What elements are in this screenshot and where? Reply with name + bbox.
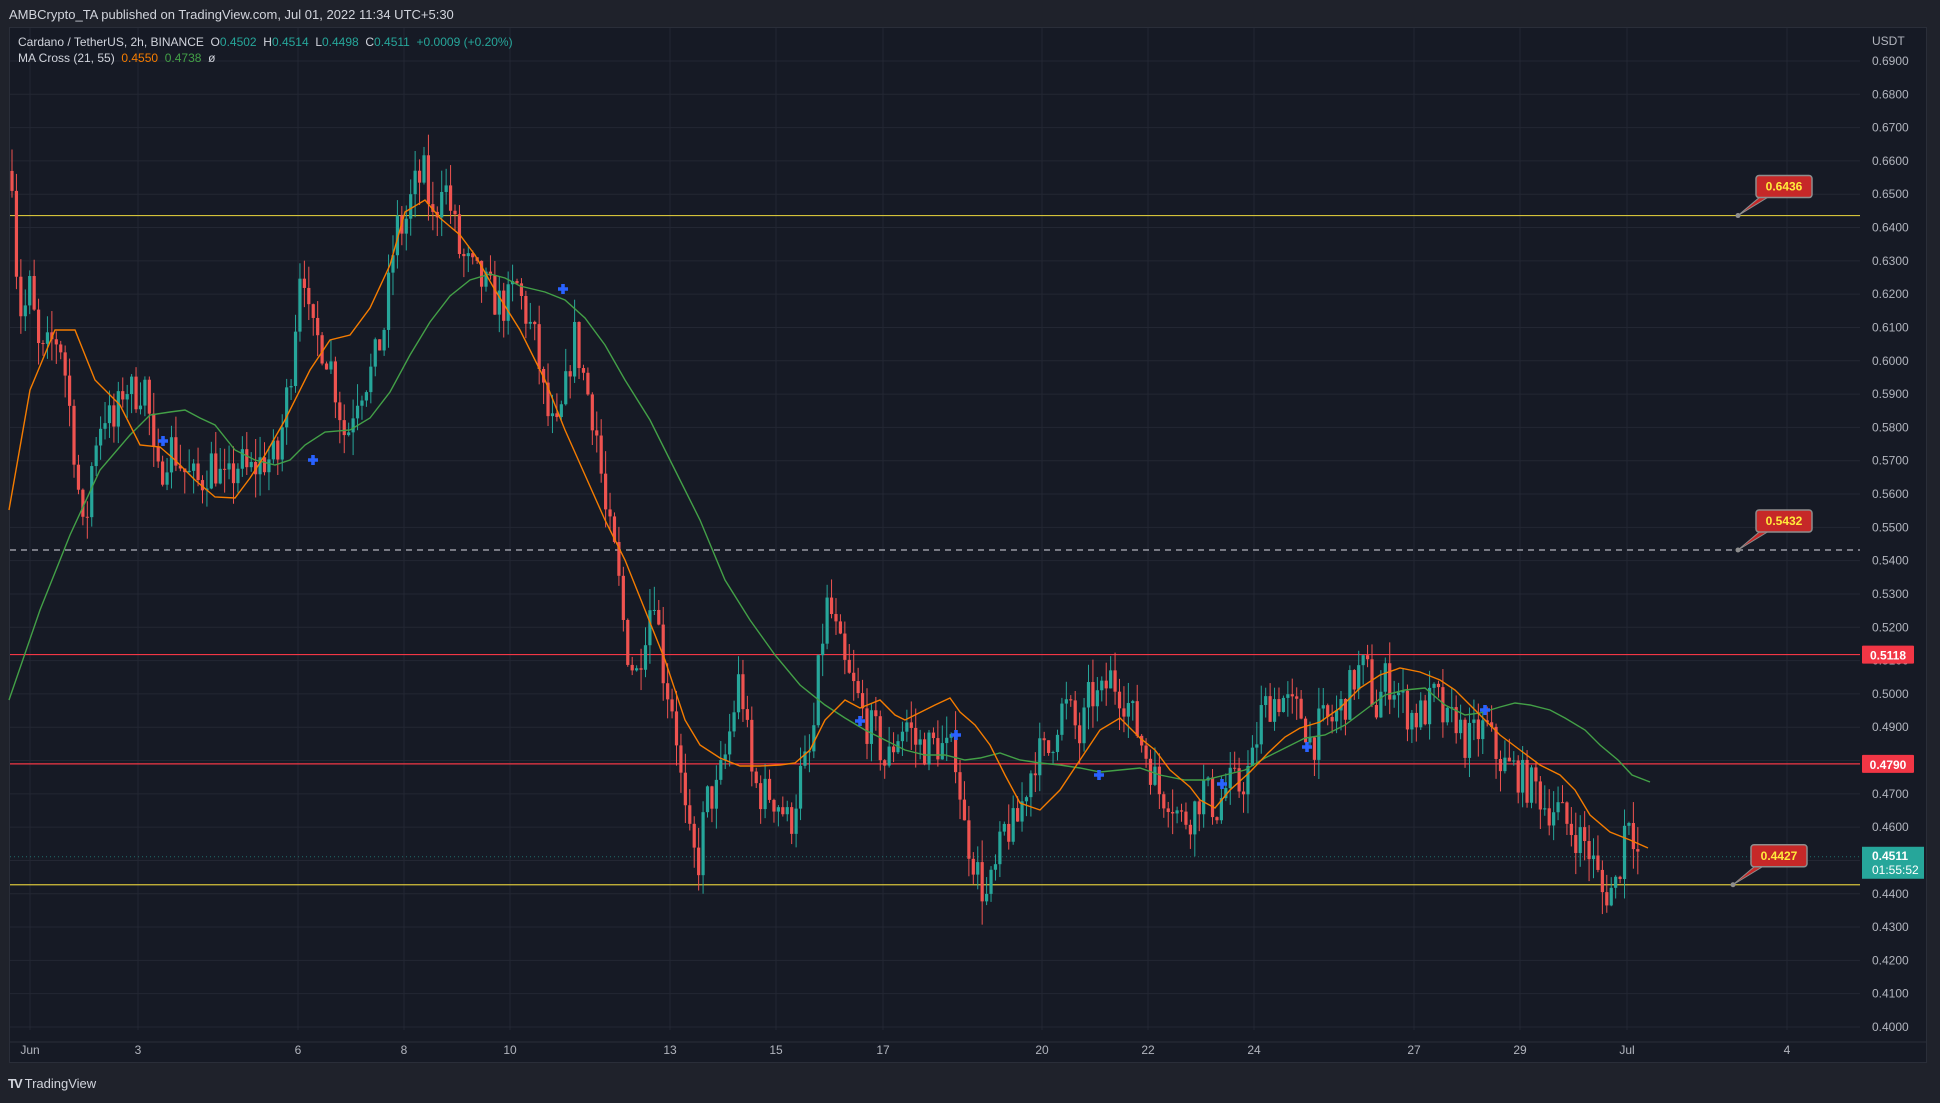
price-tick: 0.4200 <box>1872 953 1909 967</box>
price-tick: 0.5900 <box>1872 387 1909 401</box>
price-tick: 0.4400 <box>1872 887 1909 901</box>
time-tick: 17 <box>876 1043 890 1057</box>
indicator-title: MA Cross (21, 55) <box>18 51 115 65</box>
high-label: H <box>263 35 272 49</box>
symbol-title: Cardano / TetherUS, 2h, BINANCE <box>18 35 204 49</box>
price-tick: 0.4900 <box>1872 720 1909 734</box>
open-value: 0.4502 <box>219 35 257 49</box>
level-tag: 0.5118 <box>1870 649 1906 663</box>
time-tick: Jul <box>1619 1043 1634 1057</box>
candlesticks <box>10 134 1640 925</box>
high-value: 0.4514 <box>271 35 309 49</box>
low-label: L <box>315 35 322 49</box>
close-label: C <box>365 35 375 49</box>
chart-pane[interactable] <box>9 27 1927 1063</box>
cross-icon <box>951 730 961 740</box>
callout-label: 0.6436 <box>1766 180 1803 194</box>
cross-icon <box>158 436 168 447</box>
cross-icon <box>308 455 319 466</box>
price-tick: 0.4300 <box>1872 920 1909 934</box>
symbol-legend-row[interactable]: Cardano / TetherUS, 2h, BINANCE O0.4502 … <box>18 34 513 50</box>
level-tag: 0.4790 <box>1870 758 1907 772</box>
time-tick: 3 <box>135 1043 142 1057</box>
moving-averages <box>8 199 1651 849</box>
time-tick: 13 <box>663 1043 677 1057</box>
time-tick: 8 <box>401 1043 408 1057</box>
cross-icon <box>1480 705 1490 715</box>
price-tick: 0.5400 <box>1872 554 1909 568</box>
price-tick: 0.6100 <box>1872 320 1909 334</box>
time-tick: Jun <box>20 1043 39 1057</box>
price-tick: 0.4700 <box>1872 787 1909 801</box>
callout-label: 0.5432 <box>1766 514 1803 528</box>
ma-fast-value: 0.4550 <box>121 51 159 65</box>
time-tick: 15 <box>769 1043 783 1057</box>
price-tick: 0.6500 <box>1872 187 1909 201</box>
price-tick: 0.5800 <box>1872 420 1909 434</box>
price-tick: 0.4000 <box>1872 1020 1909 1034</box>
low-value: 0.4498 <box>322 35 359 49</box>
callout-label: 0.4427 <box>1761 849 1798 863</box>
open-label: O <box>210 35 220 49</box>
price-tick: 0.6900 <box>1872 54 1909 68</box>
price-tick: 0.5700 <box>1872 454 1909 468</box>
price-tick: 0.6800 <box>1872 87 1909 101</box>
ma-slow-value: 0.4738 <box>164 51 202 65</box>
close-value: 0.4511 <box>374 35 410 49</box>
brand-name: TradingView <box>24 1076 97 1091</box>
cross-icon <box>1217 779 1227 789</box>
price-tick: 0.5200 <box>1872 620 1909 634</box>
top-bar: AMBCrypto_TA published on TradingView.co… <box>0 0 1940 27</box>
ma-cross-value: ø <box>208 51 216 65</box>
time-tick: 10 <box>503 1043 517 1057</box>
price-axis[interactable]: USDT 0.6900 0.6800 0.6700 0.6600 0.6500 0.6400… <box>1860 28 1926 1062</box>
cross-icon <box>1094 770 1104 780</box>
last-price: 0.4511 <box>1872 849 1908 863</box>
price-tick: 0.6300 <box>1872 254 1909 268</box>
price-callouts[interactable]: 0.6436 0.5432 0.4427 <box>1730 174 1813 888</box>
time-tick: 4 <box>1784 1043 1791 1057</box>
price-tick: 0.5600 <box>1872 487 1909 501</box>
price-tick: 0.6000 <box>1872 354 1909 368</box>
cross-icon <box>1302 742 1312 752</box>
chart-legend: Cardano / TetherUS, 2h, BINANCE O0.4502 … <box>18 34 513 66</box>
price-tick: 0.5000 <box>1872 687 1909 701</box>
price-tick: 0.5500 <box>1872 520 1909 534</box>
cross-icon <box>558 284 568 295</box>
time-tick: 29 <box>1513 1043 1527 1057</box>
bar-countdown: 01:55:52 <box>1872 863 1919 877</box>
footer: TV TradingView <box>0 1063 1940 1103</box>
tradingview-logo-icon: TV <box>8 1076 23 1091</box>
time-tick: 22 <box>1141 1043 1155 1057</box>
price-tick: 0.4600 <box>1872 820 1909 834</box>
cross-icon <box>855 716 865 726</box>
price-tick: 0.6400 <box>1872 221 1909 235</box>
time-tick: 6 <box>295 1043 302 1057</box>
price-tick: 0.6600 <box>1872 154 1909 168</box>
grid-lines <box>10 28 1860 1030</box>
price-tick: 0.5300 <box>1872 587 1909 601</box>
publish-info: AMBCrypto_TA published on TradingView.co… <box>9 7 454 22</box>
indicator-legend-row[interactable]: MA Cross (21, 55) 0.4550 0.4738 ø <box>18 50 513 66</box>
change-value: +0.0009 (+0.20%) <box>416 35 513 49</box>
horizontal-levels[interactable] <box>10 214 1860 886</box>
price-tick: 0.4100 <box>1872 987 1909 1001</box>
time-tick: 27 <box>1407 1043 1421 1057</box>
time-tick: 24 <box>1247 1043 1261 1057</box>
tradingview-logo[interactable]: TV TradingView <box>8 1076 96 1091</box>
axis-unit: USDT <box>1872 34 1905 48</box>
time-axis[interactable]: Jun 3 6 8 10 13 15 17 20 22 24 27 29 Jul 4 <box>10 1041 1926 1057</box>
price-tick: 0.6200 <box>1872 287 1909 301</box>
ma-cross-markers <box>158 284 1490 789</box>
time-tick: 20 <box>1035 1043 1049 1057</box>
price-tick: 0.6700 <box>1872 121 1909 135</box>
